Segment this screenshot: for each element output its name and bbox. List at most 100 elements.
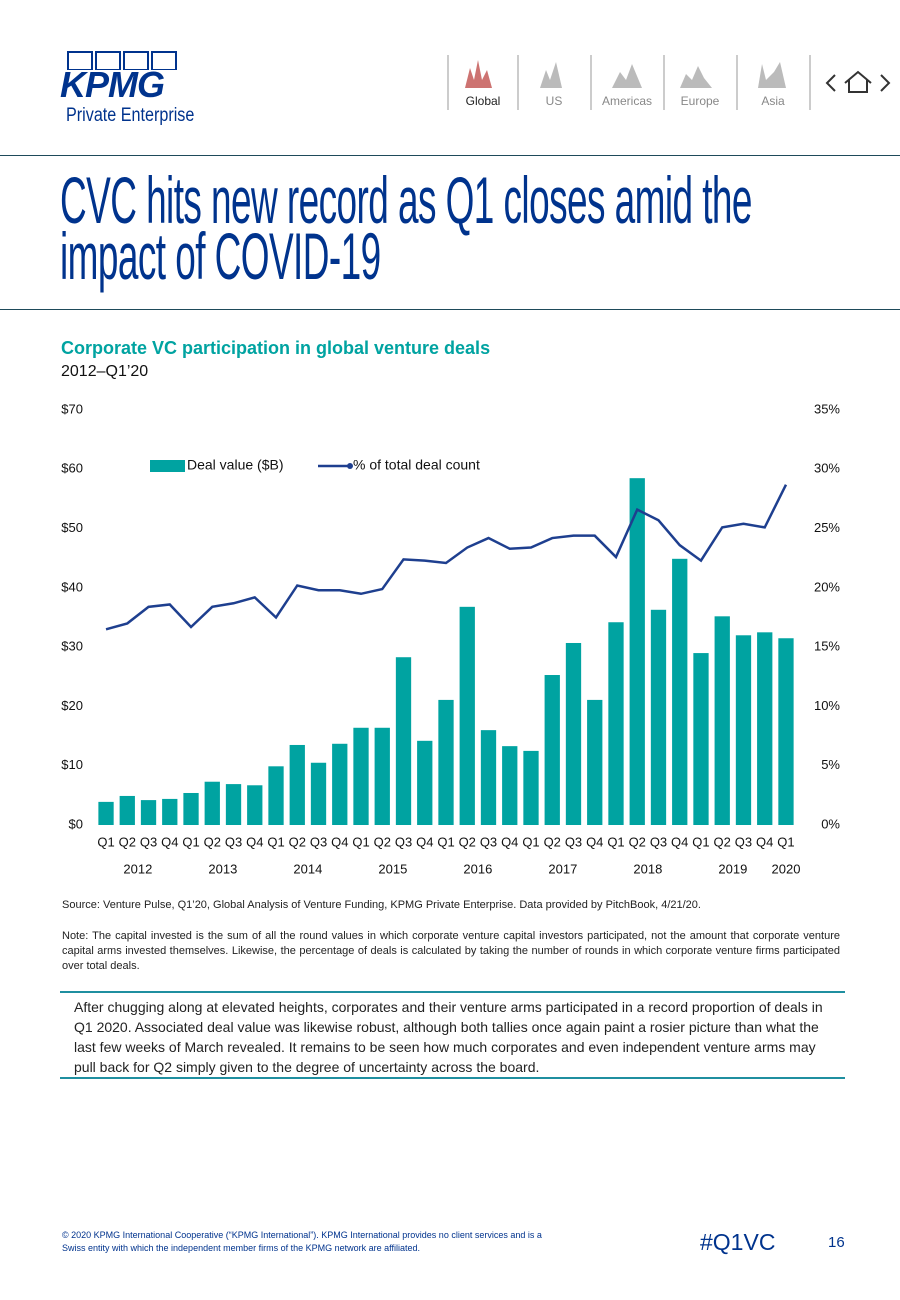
y2-tick-label: 35% [814,401,840,416]
legend-swatch [150,460,185,472]
y-tick-label: $0 [69,816,83,831]
x-tick-label: Q3 [480,834,497,849]
x-tick-label: Q2 [374,834,391,849]
year-label: 2016 [463,861,492,876]
year-label: 2015 [378,861,407,876]
box-rule [60,991,845,993]
bar [565,642,582,825]
x-tick-label: Q1 [182,834,199,849]
x-tick-label: Q1 [437,834,454,849]
bar [757,632,773,825]
nav-tab[interactable]: US [546,94,563,108]
nav-tab[interactable]: Asia [761,94,785,108]
logo: KPMG [60,64,165,105]
x-tick-label: Q3 [140,834,157,849]
y-tick-label: $50 [61,520,83,535]
y2-tick-label: 0% [821,816,840,831]
x-tick-label: Q1 [777,834,794,849]
bar [502,746,518,825]
x-tick-label: Q2 [629,834,646,849]
y-tick-label: $40 [61,579,83,594]
bar [459,606,475,825]
bar [608,622,624,825]
bar [650,609,667,825]
bar [735,635,752,825]
x-tick-label: Q4 [501,834,518,849]
legend-swatch [347,463,353,469]
note: Note: The capital invested is the sum of… [62,930,840,972]
bar [672,558,688,825]
bar [268,766,284,825]
year-label: 2018 [633,861,662,876]
bar [98,801,114,825]
x-tick-label: Q4 [671,834,688,849]
y-tick-label: $10 [61,757,83,772]
legend-label: % of total deal count [353,457,480,473]
x-tick-label: Q3 [225,834,242,849]
bar [693,653,709,825]
y-tick-label: $70 [61,401,83,416]
bar [310,762,327,825]
bar [544,675,560,825]
x-tick-label: Q1 [97,834,114,849]
y2-tick-label: 20% [814,579,840,594]
x-tick-label: Q4 [586,834,603,849]
bar [395,657,412,825]
bar [523,750,539,825]
x-tick-label: Q4 [161,834,178,849]
bar [225,784,242,825]
bar [332,743,348,825]
y2-tick-label: 15% [814,639,840,654]
copyright: © 2020 KPMG International Cooperative (“… [62,1230,542,1253]
line [105,484,788,631]
nav-tab[interactable]: Europe [681,94,720,108]
bar [183,792,199,825]
page-title: CVC hits new record as Q1 closes amid th… [60,163,752,289]
x-tick-label: Q3 [310,834,327,849]
y-tick-label: $20 [61,698,83,713]
title-line: CVC hits new record as Q1 closes amid th… [60,163,752,237]
x-tick-label: Q2 [289,834,306,849]
chart: $0 $10 $20 $30 $40 $50 $60 $70 0% 5% 10% 15% 20% 25% 3… [61,401,840,876]
x-tick-label: Q1 [267,834,284,849]
x-tick-label: Q3 [395,834,412,849]
y-tick-label: $60 [61,461,83,476]
logo-subtitle: Private Enterprise [66,105,195,126]
bar [417,740,433,825]
bar [162,798,178,825]
x-tick-label: Q4 [331,834,348,849]
y2-tick-label: 10% [814,698,840,713]
body-text: After chugging along at elevated heights… [74,999,823,1075]
year-label: 2012 [123,861,152,876]
bar [289,744,305,825]
legend-label: Deal value ($B) [187,457,284,473]
x-tick-label: Q3 [735,834,752,849]
bar [140,800,157,825]
y2-tick-label: 5% [821,757,840,772]
box-rule [60,1077,845,1079]
chart-title: Corporate VC participation in global ven… [61,338,491,358]
year-label: 2019 [718,861,747,876]
x-tick-label: Q2 [544,834,561,849]
x-tick-label: Q2 [714,834,731,849]
bar [204,781,220,825]
nav-tab[interactable]: Global [466,94,501,108]
logo-boxes [67,51,177,70]
x-tick-label: Q4 [416,834,433,849]
bar [587,699,603,825]
bar [629,478,645,825]
bar [438,699,454,825]
x-tick-label: Q2 [119,834,136,849]
bar [714,616,730,825]
year-label: 2013 [208,861,237,876]
year-label: 2014 [293,861,322,876]
page-number: 16 [828,1234,845,1251]
chart-subtitle: 2012–Q1’20 [61,363,149,380]
bar [480,730,497,825]
nav-tab[interactable]: Americas [602,94,652,108]
nav: Global US Americas Europe Asia [447,55,891,110]
bar [119,795,135,825]
hashtag: #Q1VC [700,1229,776,1255]
divider [0,155,900,156]
